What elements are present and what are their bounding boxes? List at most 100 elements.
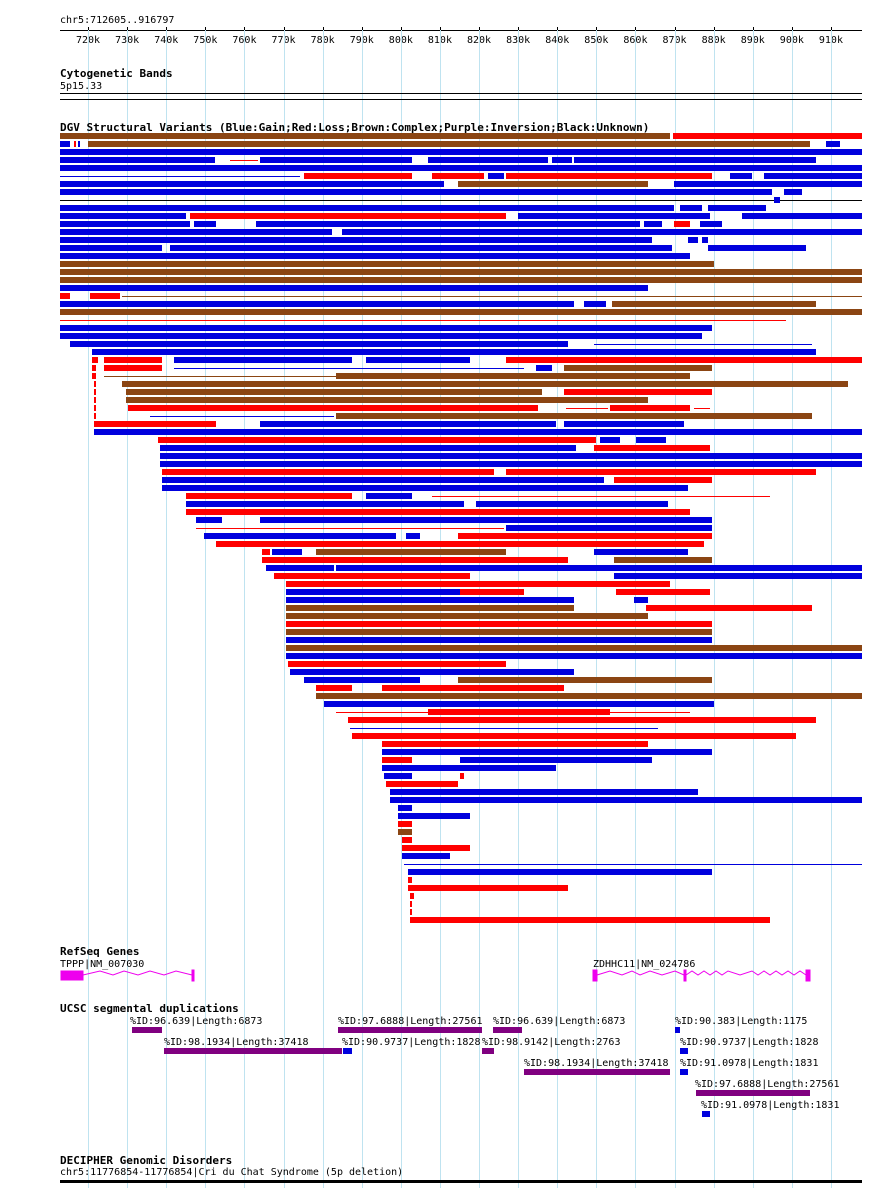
sv-feature[interactable] [730, 173, 752, 179]
sv-feature[interactable] [410, 901, 412, 907]
sv-feature[interactable] [174, 357, 352, 363]
sv-feature[interactable] [316, 685, 352, 691]
sv-feature[interactable] [286, 653, 862, 659]
sv-feature[interactable] [366, 357, 470, 363]
sv-feature[interactable] [126, 389, 542, 395]
sv-feature[interactable] [288, 661, 506, 667]
sv-feature[interactable] [60, 301, 574, 307]
sv-feature[interactable] [398, 829, 412, 835]
sv-feature[interactable] [410, 893, 414, 899]
segdup-bar[interactable] [680, 1069, 688, 1075]
sv-feature[interactable] [536, 365, 552, 371]
sv-feature[interactable] [60, 165, 862, 171]
sv-feature[interactable] [60, 149, 862, 155]
sv-feature[interactable] [764, 173, 862, 179]
sv-feature[interactable] [564, 365, 712, 371]
decipher-feature-bar[interactable] [60, 1180, 862, 1183]
sv-feature[interactable] [398, 821, 412, 827]
sv-feature[interactable] [408, 877, 412, 883]
sv-feature[interactable] [826, 141, 840, 147]
sv-feature[interactable] [488, 173, 504, 179]
sv-feature[interactable] [158, 437, 596, 443]
sv-feature[interactable] [518, 213, 710, 219]
sv-feature[interactable] [260, 157, 412, 163]
segdup-bar[interactable] [132, 1027, 162, 1033]
gene-label-tppp[interactable]: TPPP|NM_007030 [60, 959, 145, 970]
segdup-label[interactable]: %ID:91.0978|Length:1831 [680, 1058, 819, 1069]
sv-feature[interactable] [94, 389, 96, 395]
sv-feature[interactable] [92, 373, 96, 379]
sv-feature[interactable] [60, 157, 215, 163]
sv-feature[interactable] [60, 253, 690, 259]
sv-feature[interactable] [78, 141, 80, 147]
segdup-bar[interactable] [702, 1111, 710, 1117]
segdup-label[interactable]: %ID:90.9737|Length:1828 [342, 1037, 481, 1048]
decipher-feature-label[interactable]: chr5:11776854-11776854|Cri du Chat Syndr… [60, 1167, 404, 1178]
segdup-bar[interactable] [338, 1027, 482, 1033]
sv-feature[interactable] [160, 445, 576, 451]
sv-feature[interactable] [506, 469, 816, 475]
sv-feature[interactable] [60, 269, 862, 275]
segdup-label[interactable]: %ID:90.9737|Length:1828 [680, 1037, 819, 1048]
sv-feature[interactable] [94, 381, 96, 387]
segdup-bar[interactable] [680, 1048, 688, 1054]
sv-feature[interactable] [460, 773, 464, 779]
sv-feature[interactable] [60, 229, 332, 235]
sv-feature[interactable] [286, 645, 862, 651]
sv-feature[interactable] [564, 421, 684, 427]
sv-feature[interactable] [408, 885, 568, 891]
sv-feature[interactable] [162, 485, 688, 491]
sv-feature[interactable] [286, 605, 574, 611]
sv-feature[interactable] [162, 477, 604, 483]
sv-feature[interactable] [160, 453, 862, 459]
sv-feature[interactable] [614, 557, 712, 563]
sv-feature[interactable] [784, 189, 802, 195]
sv-feature[interactable] [286, 637, 712, 643]
sv-feature[interactable] [402, 845, 470, 851]
sv-feature[interactable] [204, 533, 396, 539]
sv-feature[interactable] [458, 533, 712, 539]
sv-feature[interactable] [316, 693, 862, 699]
sv-feature[interactable] [646, 605, 812, 611]
sv-feature[interactable] [428, 157, 548, 163]
sv-feature[interactable] [60, 141, 70, 147]
sv-feature[interactable] [458, 181, 648, 187]
sv-feature[interactable] [286, 621, 712, 627]
sv-feature[interactable] [286, 597, 574, 603]
sv-feature[interactable] [60, 309, 862, 315]
sv-feature[interactable] [274, 573, 470, 579]
sv-feature[interactable] [428, 709, 610, 715]
sv-feature[interactable] [390, 789, 698, 795]
sv-feature[interactable] [702, 237, 708, 243]
sv-feature[interactable] [674, 181, 862, 187]
sv-feature[interactable] [406, 533, 420, 539]
sv-feature[interactable] [700, 221, 722, 227]
sv-feature[interactable] [386, 781, 458, 787]
sv-feature[interactable] [60, 237, 652, 243]
sv-feature[interactable] [342, 229, 862, 235]
sv-feature[interactable] [564, 389, 712, 395]
sv-feature[interactable] [382, 741, 648, 747]
sv-feature[interactable] [266, 565, 334, 571]
sv-feature[interactable] [122, 381, 848, 387]
sv-feature[interactable] [408, 869, 712, 875]
sv-feature[interactable] [708, 245, 806, 251]
sv-feature[interactable] [290, 669, 574, 675]
sv-feature[interactable] [636, 437, 666, 443]
sv-feature[interactable] [674, 221, 690, 227]
sv-feature[interactable] [286, 613, 648, 619]
sv-feature[interactable] [384, 773, 412, 779]
sv-feature[interactable] [432, 173, 484, 179]
sv-feature[interactable] [216, 541, 704, 547]
sv-feature[interactable] [286, 589, 460, 595]
sv-feature[interactable] [324, 701, 714, 707]
sv-feature[interactable] [186, 509, 690, 515]
sv-feature[interactable] [614, 573, 862, 579]
sv-feature[interactable] [708, 205, 766, 211]
sv-feature[interactable] [104, 357, 162, 363]
sv-feature[interactable] [190, 213, 506, 219]
sv-feature[interactable] [410, 917, 770, 923]
sv-feature[interactable] [688, 237, 698, 243]
sv-feature[interactable] [398, 805, 412, 811]
sv-feature[interactable] [272, 549, 302, 555]
